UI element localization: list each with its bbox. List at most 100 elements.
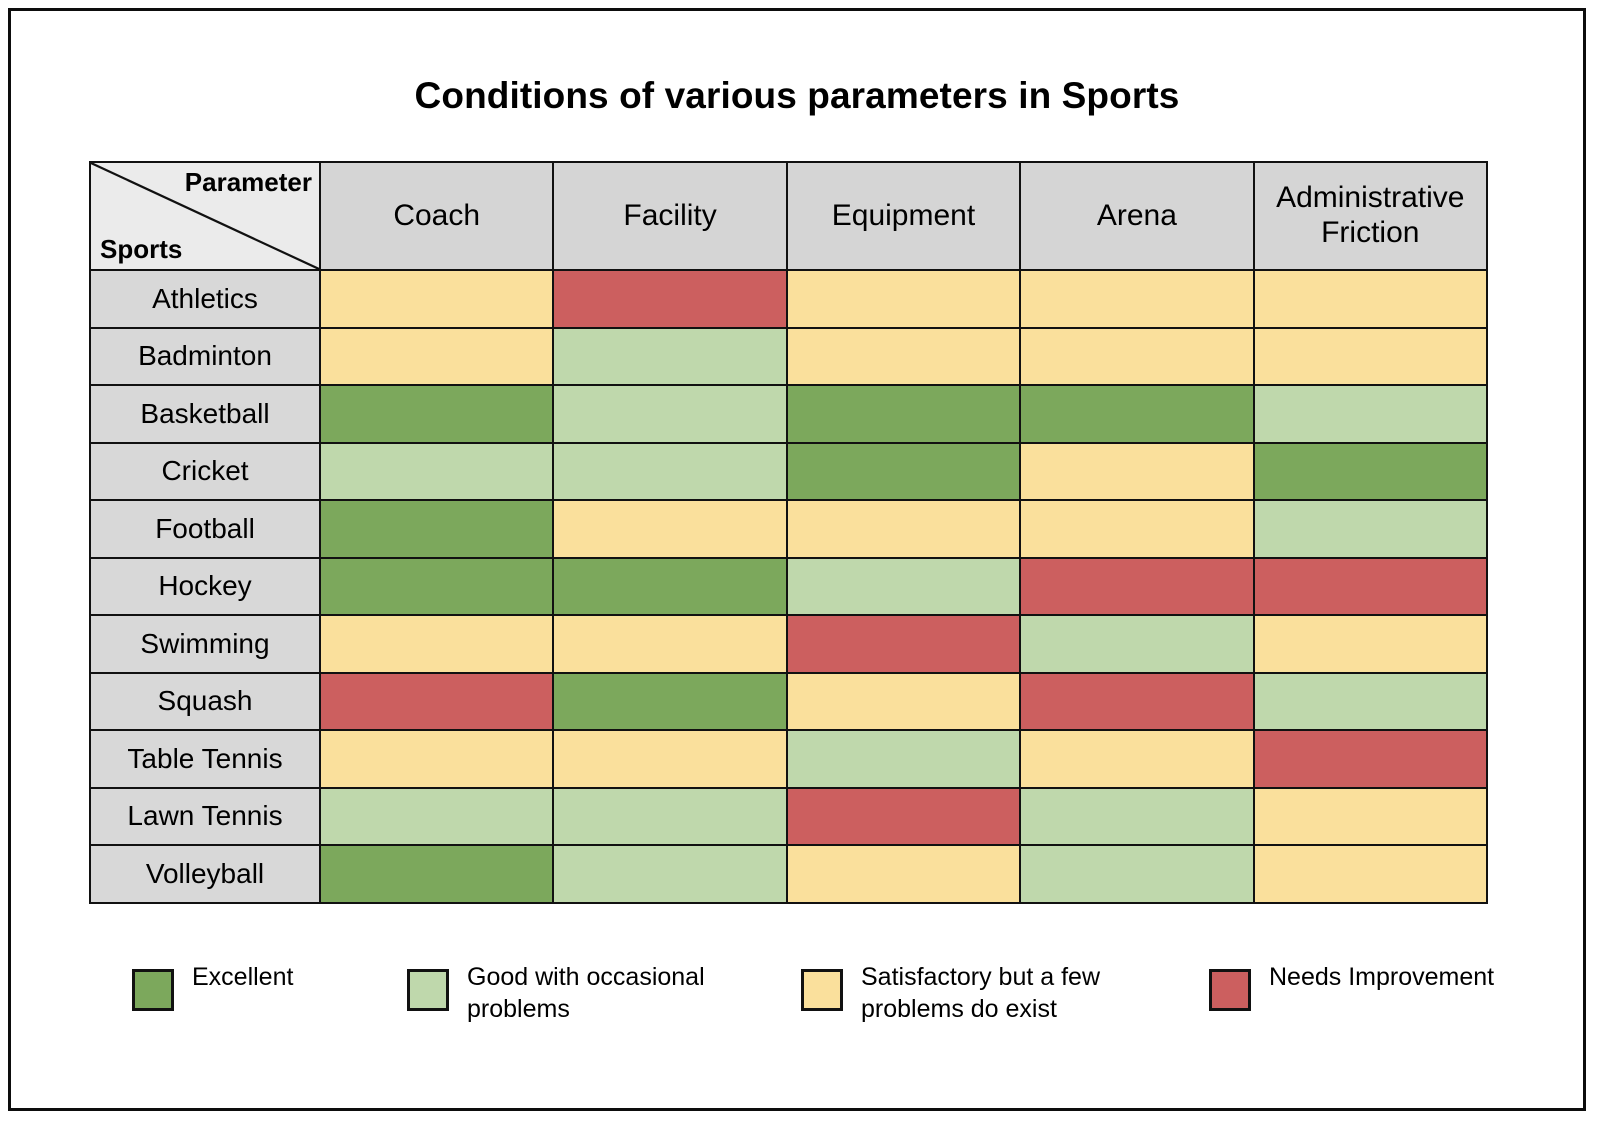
heatmap-cell xyxy=(552,614,788,674)
heatmap-cell xyxy=(318,326,555,386)
heatmap-cell xyxy=(785,326,1022,386)
heatmap-cell xyxy=(318,499,555,559)
heatmap-cell xyxy=(1019,441,1255,501)
heatmap-cell xyxy=(552,326,788,386)
header-row: Parameter Sports Coach Facility Equipment A… xyxy=(89,161,1489,271)
heatmap-cell xyxy=(1252,326,1489,386)
legend-item-good: Good with occasional problems xyxy=(407,961,737,1025)
heatmap-cell xyxy=(1252,614,1489,674)
column-header-equipment: Equipment xyxy=(785,161,1022,271)
table-row: Hockey xyxy=(89,556,1489,616)
row-header-volleyball: Volleyball xyxy=(89,844,321,904)
heatmap-cell xyxy=(1252,499,1489,559)
row-axis-label: Sports xyxy=(100,233,183,264)
heatmap-table: Parameter Sports Coach Facility Equipment A… xyxy=(89,161,1489,904)
legend: Excellent Good with occasional problems Sa… xyxy=(89,961,1509,1071)
corner-header-cell: Parameter Sports xyxy=(89,161,321,271)
row-header-basketball: Basketball xyxy=(89,384,321,444)
heatmap-cell xyxy=(318,556,555,616)
column-header-coach: Coach xyxy=(318,161,555,271)
heatmap-cell xyxy=(552,269,788,329)
heatmap-cell xyxy=(1252,786,1489,846)
heatmap-cell xyxy=(1019,671,1255,731)
row-header-athletics: Athletics xyxy=(89,269,321,329)
heatmap-cell xyxy=(1019,556,1255,616)
heatmap-cell xyxy=(1019,326,1255,386)
heatmap-cell xyxy=(318,441,555,501)
heatmap-cell xyxy=(1252,441,1489,501)
legend-item-needs-improvement: Needs Improvement xyxy=(1209,961,1494,1011)
row-header-cricket: Cricket xyxy=(89,441,321,501)
table-row: Volleyball xyxy=(89,844,1489,904)
table-row: Badminton xyxy=(89,326,1489,386)
table-header: Parameter Sports Coach Facility Equipment A… xyxy=(89,161,1489,271)
legend-label: Needs Improvement xyxy=(1269,963,1495,991)
page-frame: Conditions of various parameters in Spor… xyxy=(8,8,1586,1111)
table-row: Lawn Tennis xyxy=(89,786,1489,846)
heatmap-cell xyxy=(318,729,555,789)
heatmap-cell xyxy=(785,844,1022,904)
row-header-lawn-tennis: Lawn Tennis xyxy=(89,786,321,846)
legend-swatch-icon xyxy=(407,969,449,1011)
heatmap-cell xyxy=(785,499,1022,559)
table-row: Athletics xyxy=(89,269,1489,329)
column-axis-label: Parameter xyxy=(184,167,312,197)
row-header-table-tennis: Table Tennis xyxy=(89,729,321,789)
heatmap-cell xyxy=(785,384,1022,444)
heatmap-cell xyxy=(318,786,555,846)
table-row: Football xyxy=(89,499,1489,559)
column-header-facility: Facility xyxy=(552,161,788,271)
heatmap-cell xyxy=(552,844,788,904)
heatmap-cell xyxy=(1252,844,1489,904)
legend-item-excellent: Excellent xyxy=(132,961,293,1011)
heatmap-cell xyxy=(1019,614,1255,674)
table-row: Squash xyxy=(89,671,1489,731)
heatmap-cell xyxy=(318,844,555,904)
heatmap-cell xyxy=(1019,384,1255,444)
heatmap-cell xyxy=(552,786,788,846)
legend-swatch-icon xyxy=(1209,969,1251,1011)
heatmap-cell xyxy=(552,671,788,731)
legend-swatch-icon xyxy=(801,969,843,1011)
heatmap-cell xyxy=(1019,269,1255,329)
table-body: Athletics Badminton Basketball Cricket Footb… xyxy=(89,269,1489,904)
table-row: Cricket xyxy=(89,441,1489,501)
heatmap-cell xyxy=(1252,729,1489,789)
heatmap-cell xyxy=(552,499,788,559)
legend-label: Excellent xyxy=(192,963,294,991)
row-header-hockey: Hockey xyxy=(89,556,321,616)
heatmap-cell xyxy=(1019,499,1255,559)
diagonal-divider-icon xyxy=(91,163,319,269)
heatmap-cell xyxy=(552,441,788,501)
heatmap-cell xyxy=(785,614,1022,674)
heatmap-cell xyxy=(785,556,1022,616)
heatmap-cell xyxy=(1019,786,1255,846)
legend-label: Satisfactory but a few problems do exist xyxy=(861,963,1101,1023)
heatmap-cell xyxy=(785,729,1022,789)
heatmap-cell xyxy=(1019,729,1255,789)
page-title: Conditions of various parameters in Spor… xyxy=(414,75,1180,116)
heatmap-cell xyxy=(1252,384,1489,444)
column-header-arena: Arena xyxy=(1019,161,1255,271)
table-row: Swimming xyxy=(89,614,1489,674)
heatmap-cell xyxy=(785,269,1022,329)
column-header-administrative-friction: Administrative Friction xyxy=(1252,161,1489,271)
heatmap-cell xyxy=(1252,671,1489,731)
row-header-badminton: Badminton xyxy=(89,326,321,386)
heatmap-cell xyxy=(1252,556,1489,616)
table-row: Basketball xyxy=(89,384,1489,444)
row-header-squash: Squash xyxy=(89,671,321,731)
heatmap-cell xyxy=(785,671,1022,731)
heatmap-cell xyxy=(318,384,555,444)
heatmap-cell xyxy=(1019,844,1255,904)
legend-label: Good with occasional problems xyxy=(467,963,705,1023)
legend-swatch-icon xyxy=(132,969,174,1011)
heatmap-cell xyxy=(785,441,1022,501)
table-row: Table Tennis xyxy=(89,729,1489,789)
heatmap-cell xyxy=(552,729,788,789)
heatmap-cell xyxy=(318,614,555,674)
heatmap-cell xyxy=(318,671,555,731)
row-header-football: Football xyxy=(89,499,321,559)
row-header-swimming: Swimming xyxy=(89,614,321,674)
heatmap-cell xyxy=(552,384,788,444)
